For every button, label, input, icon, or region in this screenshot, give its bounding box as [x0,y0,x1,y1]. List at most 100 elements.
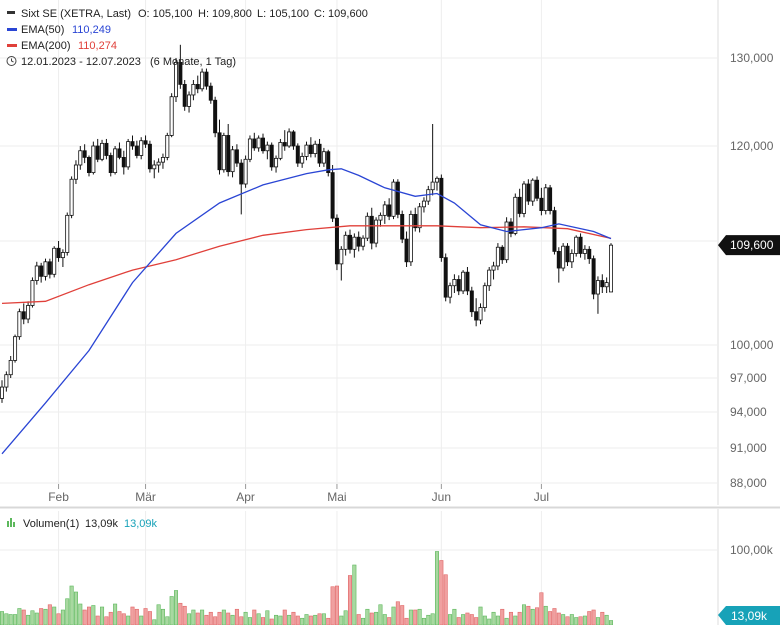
time-tick-label: Apr [236,490,255,504]
volume-bar [174,590,179,625]
volume-bar [508,611,513,625]
time-tick-label: Jun [432,490,451,504]
volume-bar [421,617,426,625]
candle [452,274,457,293]
candle [82,144,87,164]
candle [13,334,18,363]
candle [604,277,609,293]
candle [239,159,244,215]
time-tick-label: Mär [135,490,156,504]
candle [313,140,318,158]
volume-bar [104,616,109,625]
volume-bar [387,617,392,625]
volume-bar [539,592,544,625]
volume-bar [434,551,439,625]
volume-bar [282,609,287,625]
candle [326,149,331,177]
candle [552,206,557,255]
candle [152,160,157,179]
date-range: 12.01.2023 - 12.07.2023 [21,56,141,68]
candle [417,203,422,233]
volume-bar [0,611,5,625]
candle [52,246,57,278]
candle [343,231,348,256]
volume-bar [143,608,148,625]
volume-bar [321,613,326,625]
volume-bar [391,606,396,625]
volume-bar [543,605,548,625]
volume-bar [156,604,161,625]
volume-bar [200,609,205,625]
volume-bar [252,609,257,625]
volume-bar [608,620,613,625]
candle [330,165,335,222]
candle [26,301,31,324]
candle [356,231,361,252]
price-tick-label: 91,000 [730,441,767,455]
candle [469,286,474,317]
volume-bar [278,615,283,625]
clock-icon [6,56,17,66]
volume-bar [334,585,339,625]
ema200-line [1,225,612,305]
candle [47,258,52,279]
ema50-legend-swatch [7,28,17,31]
candle [265,141,270,160]
volume-bar [139,615,144,625]
volume-pane [0,508,780,625]
volume-bar [47,604,52,625]
candle [300,152,305,168]
volume-bar [69,585,74,625]
volume-bar [130,606,135,625]
volume-bar [226,612,231,625]
volume-bar [269,618,274,625]
volume-bar [495,615,500,625]
candle [561,243,566,272]
candle [404,231,409,267]
volume-bar [100,606,105,625]
candle [182,80,187,111]
volume-bar [26,614,31,625]
volume-bar [482,615,487,625]
candle [448,282,453,304]
candle [17,308,22,340]
volume-bar [221,609,226,625]
candle [308,137,313,158]
volume-bar [243,611,248,625]
candle [165,132,170,161]
candle [513,193,518,236]
candle [491,261,496,280]
candle [434,176,439,191]
volume-bar [30,610,35,625]
volume-bar [317,613,322,625]
candle [478,303,483,325]
volume-bar [469,614,474,625]
volume-bar [313,614,318,625]
candle [139,137,144,160]
candle [565,243,570,266]
volume-bar [78,603,83,625]
candle [291,130,296,150]
candle [39,262,44,283]
volume-bar [21,609,26,625]
volume-bar [487,618,492,625]
volume-bar [417,608,422,625]
volume-axis: 100,00k [0,543,774,557]
candle [4,371,9,392]
candle [339,246,344,281]
volume-bar [574,617,579,625]
candle [121,150,126,175]
volume-bar [304,614,309,625]
volume-bar [195,612,200,625]
volume-bar [561,614,566,625]
time-tick-label: Jul [534,490,549,504]
candle [395,179,400,219]
ema50-line [1,168,612,455]
candle [221,132,226,173]
volume-bar [361,617,366,625]
candle [108,152,113,177]
candlesticks [0,44,614,403]
candle [443,253,448,302]
candle [595,276,600,314]
candle [378,212,383,227]
